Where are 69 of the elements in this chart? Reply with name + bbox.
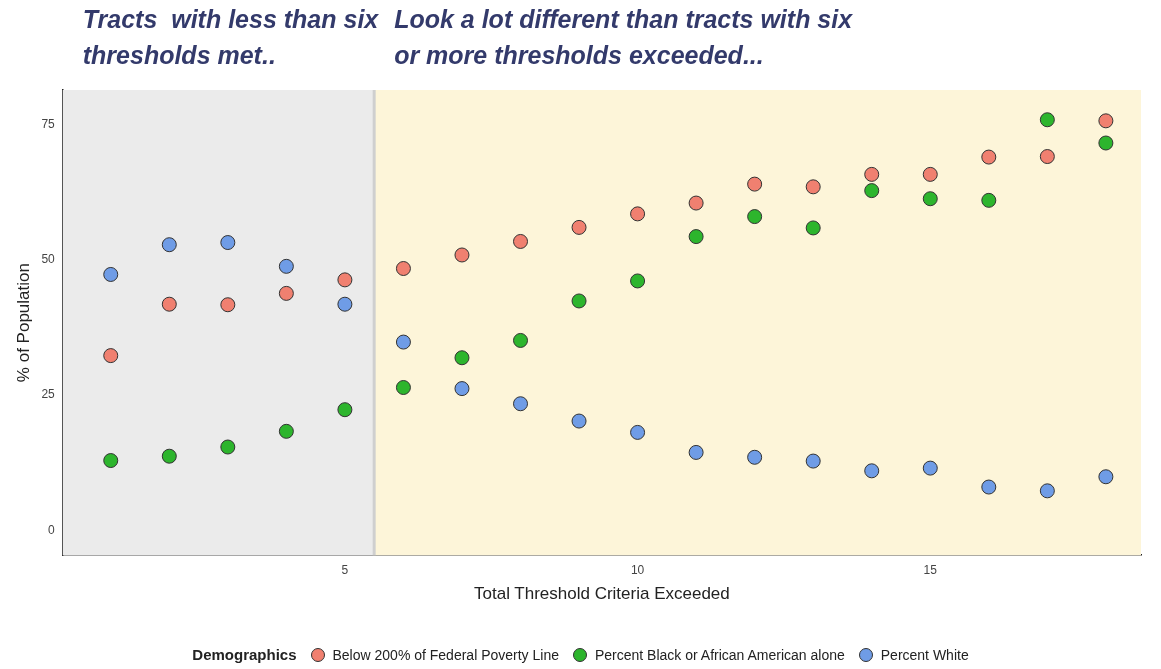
point — [454, 247, 470, 263]
point — [981, 149, 997, 165]
point — [395, 380, 411, 396]
band-label: Look a lot different than tracts with six or more thresholds exceeded... — [394, 5, 854, 69]
point — [688, 444, 704, 460]
point — [161, 448, 177, 464]
point — [513, 396, 529, 412]
point — [1098, 469, 1114, 485]
y-tick-label: 75 — [41, 116, 56, 131]
point — [161, 237, 177, 253]
point — [922, 460, 938, 476]
point — [1039, 149, 1055, 165]
point — [454, 350, 470, 366]
point — [922, 191, 938, 207]
point — [571, 293, 587, 309]
point — [1098, 113, 1114, 129]
point — [103, 453, 119, 469]
point — [630, 206, 646, 222]
legend-title: Demographics — [192, 646, 297, 663]
point — [630, 424, 646, 440]
point — [981, 479, 997, 495]
point — [513, 332, 529, 348]
point — [220, 297, 236, 313]
point — [278, 258, 294, 274]
point — [630, 273, 646, 289]
point — [1039, 483, 1055, 499]
point — [278, 423, 294, 439]
band-label: Tracts with less than six thresholds met.. — [82, 5, 380, 69]
x-tick-label: 15 — [923, 562, 938, 577]
point — [747, 176, 763, 192]
point — [220, 439, 236, 455]
x-axis-title: Total Threshold Criteria Exceeded — [473, 584, 730, 604]
legend-label: Below 200% of Federal Poverty Line — [332, 646, 559, 663]
point — [688, 195, 704, 211]
point — [805, 453, 821, 469]
point — [571, 413, 587, 429]
point — [747, 449, 763, 465]
point — [337, 402, 353, 418]
point — [981, 192, 997, 208]
point — [571, 219, 587, 235]
y-tick-label: 50 — [41, 252, 56, 267]
point — [337, 296, 353, 312]
point — [864, 183, 880, 199]
point — [161, 296, 177, 312]
point — [278, 285, 294, 301]
point — [454, 381, 470, 397]
y-tick-label: 25 — [41, 387, 56, 402]
point — [103, 266, 119, 282]
point — [805, 179, 821, 195]
point — [864, 166, 880, 182]
legend-label: Percent White — [880, 646, 969, 663]
point — [747, 209, 763, 225]
y-tick-label: 0 — [48, 522, 56, 537]
point — [1039, 112, 1055, 128]
point — [922, 166, 938, 182]
point — [220, 235, 236, 251]
point — [103, 348, 119, 364]
x-tick-label: 10 — [630, 562, 645, 577]
point — [395, 261, 411, 277]
y-axis-title: % of Population — [13, 263, 33, 383]
point — [513, 233, 529, 249]
point — [805, 220, 821, 236]
point — [395, 334, 411, 350]
point — [864, 463, 880, 479]
x-tick-label: 5 — [341, 562, 349, 577]
point — [688, 229, 704, 245]
legend-label: Percent Black or African American alone — [594, 646, 845, 663]
point — [1098, 135, 1114, 151]
point — [337, 272, 353, 288]
